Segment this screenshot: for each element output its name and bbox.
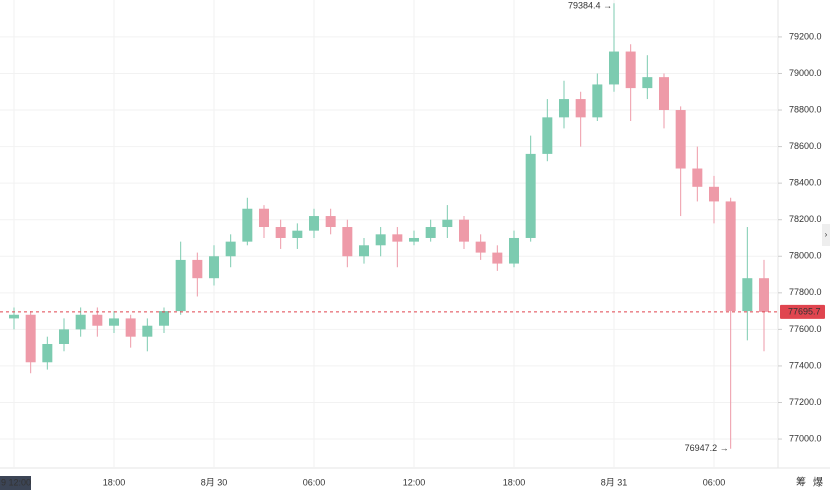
candle-body xyxy=(75,314,86,330)
candle-body xyxy=(109,318,119,326)
candle-body xyxy=(425,227,436,238)
max-label: 79384.4 → xyxy=(568,1,612,11)
candle-body xyxy=(292,230,303,238)
candle-body xyxy=(42,343,53,363)
x-tick-label: 8月 30 xyxy=(201,477,228,487)
y-tick-label: 77800.0 xyxy=(789,287,822,297)
candle-body xyxy=(575,99,586,118)
candle-body xyxy=(209,256,219,279)
candle-body xyxy=(375,234,386,246)
candles xyxy=(9,3,769,449)
candle-body xyxy=(309,216,319,231)
y-tick-label: 77600.0 xyxy=(789,324,822,334)
candle-body xyxy=(325,216,336,228)
y-tick-label: 78200.0 xyxy=(789,214,822,224)
candle-body xyxy=(709,186,719,202)
candle-body xyxy=(659,77,669,111)
y-tick-label: 77000.0 xyxy=(789,433,822,443)
candle-body xyxy=(559,99,569,118)
current-price-label: 77695.7 xyxy=(788,306,821,316)
candle-body xyxy=(742,278,753,312)
candle-body xyxy=(525,153,536,238)
candle-body xyxy=(542,117,553,154)
x-tick-label: 06:00 xyxy=(703,477,726,487)
candle-body xyxy=(275,227,286,238)
candle-body xyxy=(225,241,236,257)
candle-body xyxy=(92,314,103,326)
x-tick-label: 18:00 xyxy=(503,477,526,487)
candle-body xyxy=(492,252,503,264)
y-tick-label: 78000.0 xyxy=(789,251,822,261)
candle-body xyxy=(392,234,403,242)
crosshair-time-badge xyxy=(0,476,31,490)
x-tick-label: 12:00 xyxy=(403,477,426,487)
candle-body xyxy=(359,245,369,257)
y-tick-label: 77200.0 xyxy=(789,397,822,407)
side-tab[interactable] xyxy=(822,224,830,246)
candle-body xyxy=(625,51,636,89)
y-tick-label: 77400.0 xyxy=(789,360,822,370)
candle-body xyxy=(192,259,203,279)
candle-body xyxy=(342,227,353,257)
y-tick-label: 78800.0 xyxy=(789,104,822,114)
min-label: 76947.2 → xyxy=(685,443,729,453)
current-price-badge xyxy=(780,304,825,319)
candle-body xyxy=(9,314,19,319)
candle-body xyxy=(592,84,603,118)
candle-body xyxy=(725,201,736,312)
candle-body xyxy=(759,278,769,312)
x-tick-label: 18:00 xyxy=(103,477,126,487)
candle-body xyxy=(459,219,469,242)
candle-body xyxy=(642,77,653,89)
candle-body xyxy=(175,259,186,312)
candle-body xyxy=(142,325,153,337)
candle-body xyxy=(25,314,36,363)
candle-body xyxy=(475,241,486,253)
x-tick-label: 9 12:00 xyxy=(1,477,31,487)
y-tick-label: 79200.0 xyxy=(789,31,822,41)
x-tick-label: 8月 31 xyxy=(601,477,628,487)
side-tab-icon: › xyxy=(825,230,828,239)
candle-body xyxy=(692,168,703,187)
footer-button[interactable]: 筹 xyxy=(796,476,806,489)
y-tick-label: 79000.0 xyxy=(789,68,822,78)
candle-body xyxy=(259,208,269,228)
footer-button[interactable]: 爆 xyxy=(813,477,823,489)
candle-body xyxy=(609,51,619,85)
y-tick-label: 78400.0 xyxy=(789,178,822,188)
candle-body xyxy=(409,237,419,242)
candle-body xyxy=(675,110,686,169)
x-tick-label: 06:00 xyxy=(303,477,326,487)
candle-body xyxy=(159,311,169,326)
candle-body xyxy=(125,318,136,337)
y-tick-label: 78600.0 xyxy=(789,141,822,151)
candle-body xyxy=(509,237,519,264)
candle-body xyxy=(242,208,253,242)
candle-body xyxy=(59,329,69,344)
candle-body xyxy=(442,219,453,228)
